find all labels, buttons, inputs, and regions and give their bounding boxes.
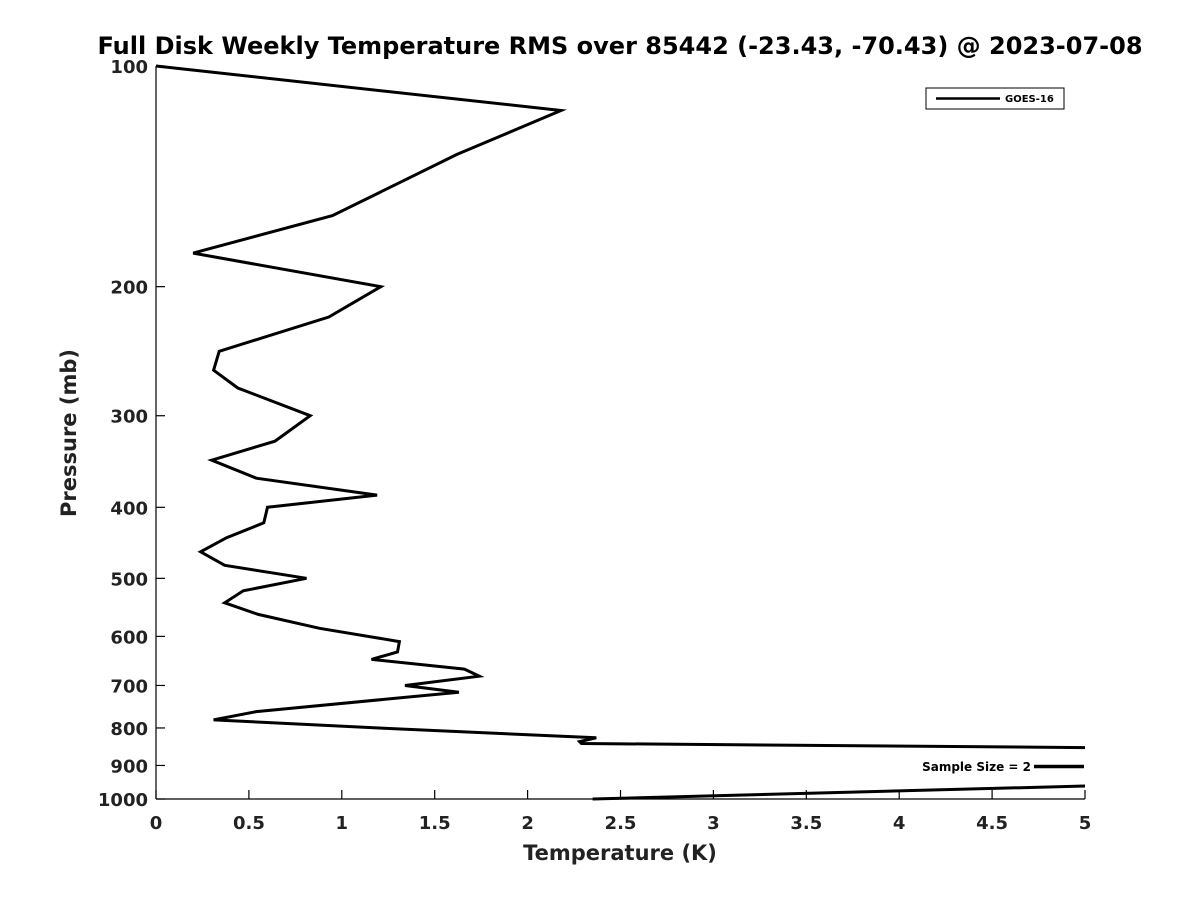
x-tick-label: 4.5 <box>976 813 1008 834</box>
x-tick-label: 3 <box>707 813 720 834</box>
y-tick-label: 300 <box>110 407 148 428</box>
x-axis-label: Temperature (K) <box>523 841 717 865</box>
y-axis-ticks: 100 200 300 400 500 600 700 800 900 1000 <box>98 57 165 811</box>
x-tick-label: 1 <box>336 813 349 834</box>
x-tick-label: 2 <box>521 813 534 834</box>
y-tick-label: 900 <box>110 756 148 777</box>
series-line-segment <box>592 784 1086 801</box>
x-tick-label: 2.5 <box>605 813 637 834</box>
y-tick-label: 800 <box>110 719 148 740</box>
x-tick-label: 3.5 <box>790 813 822 834</box>
y-tick-label: 200 <box>110 278 148 299</box>
x-tick-label: 5 <box>1079 813 1092 834</box>
plot-area <box>156 66 1085 799</box>
series-group <box>155 64 1086 801</box>
sample-size-annotation: Sample Size = 2 <box>922 760 1031 774</box>
y-tick-label: 500 <box>110 569 148 590</box>
y-tick-label: 1000 <box>98 790 148 811</box>
x-tick-label: 4 <box>893 813 906 834</box>
legend: GOES-16 <box>925 87 1065 110</box>
y-tick-label: 100 <box>110 57 148 78</box>
y-tick-label: 600 <box>110 627 148 648</box>
y-tick-label: 400 <box>110 498 148 519</box>
x-tick-label: 0.5 <box>233 813 265 834</box>
x-tick-label: 1.5 <box>419 813 451 834</box>
series-line-goes-16 <box>155 64 1086 750</box>
x-tick-label: 0 <box>150 813 163 834</box>
y-tick-label: 700 <box>110 676 148 697</box>
legend-label-goes-16: GOES-16 <box>1005 94 1054 105</box>
chart-title: Full Disk Weekly Temperature RMS over 85… <box>97 32 1142 60</box>
y-axis-label: Pressure (mb) <box>57 349 81 517</box>
x-axis-ticks: 0 0.5 1 1.5 2 2.5 3 3.5 4 4.5 5 <box>150 790 1092 834</box>
